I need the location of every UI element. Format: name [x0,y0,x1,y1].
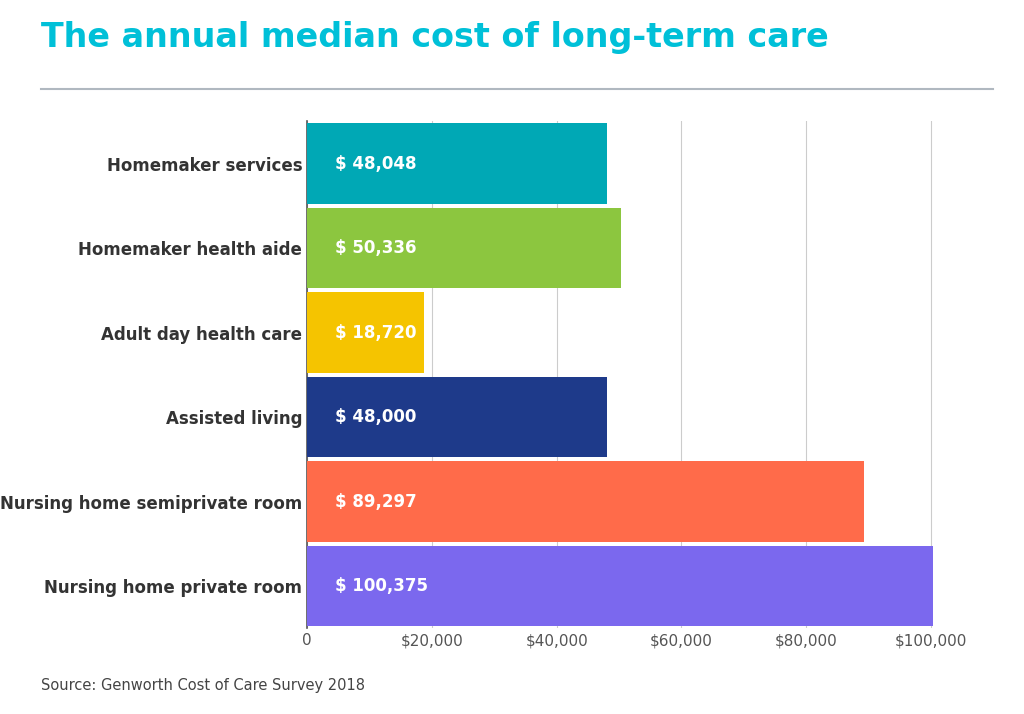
Bar [307,293,424,373]
Text: $ 100,375: $ 100,375 [335,577,428,595]
Bar [307,124,607,203]
Text: $ 89,297: $ 89,297 [335,493,417,511]
Text: The annual median cost of long-term care: The annual median cost of long-term care [41,21,828,54]
Bar [307,461,864,542]
Text: $ 18,720: $ 18,720 [335,323,417,341]
Text: $ 50,336: $ 50,336 [335,239,417,257]
Text: Source: Genworth Cost of Care Survey 2018: Source: Genworth Cost of Care Survey 201… [41,678,365,693]
Text: $ 48,000: $ 48,000 [335,408,417,426]
Bar [307,377,606,457]
Bar [307,208,622,288]
Bar [307,546,933,626]
Text: $ 48,048: $ 48,048 [335,155,417,173]
